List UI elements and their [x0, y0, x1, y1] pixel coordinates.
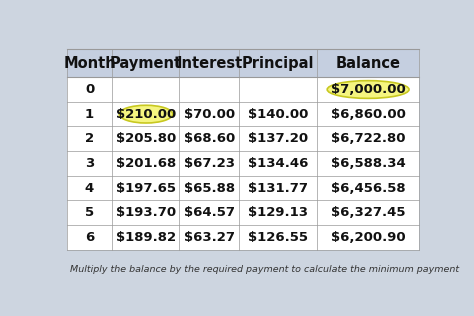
- Text: $6,588.34: $6,588.34: [331, 157, 405, 170]
- Text: $205.80: $205.80: [116, 132, 176, 145]
- Text: $140.00: $140.00: [248, 108, 309, 121]
- Text: Balance: Balance: [336, 56, 401, 70]
- Bar: [66, 77, 419, 102]
- Text: $6,722.80: $6,722.80: [331, 132, 405, 145]
- Text: $193.70: $193.70: [116, 206, 176, 219]
- Text: 1: 1: [85, 108, 94, 121]
- Ellipse shape: [327, 81, 409, 98]
- Text: 4: 4: [85, 181, 94, 195]
- Text: 0: 0: [85, 83, 94, 96]
- Text: $134.46: $134.46: [248, 157, 309, 170]
- Text: $67.23: $67.23: [184, 157, 235, 170]
- Text: $210.00: $210.00: [116, 108, 176, 121]
- Text: Month: Month: [63, 56, 116, 70]
- Text: $137.20: $137.20: [248, 132, 308, 145]
- Bar: [66, 176, 419, 200]
- Ellipse shape: [119, 105, 173, 123]
- Text: $6,200.90: $6,200.90: [331, 231, 405, 244]
- Bar: [66, 102, 419, 126]
- Text: $197.65: $197.65: [116, 181, 176, 195]
- Bar: [66, 49, 419, 77]
- Text: $64.57: $64.57: [184, 206, 235, 219]
- Text: $7,000.00: $7,000.00: [331, 83, 405, 96]
- Text: $6,327.45: $6,327.45: [331, 206, 405, 219]
- Text: Multiply the balance by the required payment to calculate the minimum payment: Multiply the balance by the required pay…: [70, 264, 459, 274]
- Text: 2: 2: [85, 132, 94, 145]
- Text: $68.60: $68.60: [184, 132, 235, 145]
- Text: $131.77: $131.77: [248, 181, 308, 195]
- Text: $129.13: $129.13: [248, 206, 308, 219]
- Text: 3: 3: [85, 157, 94, 170]
- Text: 5: 5: [85, 206, 94, 219]
- Text: $63.27: $63.27: [184, 231, 235, 244]
- Text: 6: 6: [85, 231, 94, 244]
- Bar: [66, 151, 419, 176]
- Text: $6,860.00: $6,860.00: [331, 108, 406, 121]
- Bar: [66, 225, 419, 250]
- Text: Payment: Payment: [110, 56, 182, 70]
- Text: $65.88: $65.88: [184, 181, 235, 195]
- Text: $201.68: $201.68: [116, 157, 176, 170]
- Text: Principal: Principal: [242, 56, 314, 70]
- Text: $189.82: $189.82: [116, 231, 176, 244]
- Text: $126.55: $126.55: [248, 231, 308, 244]
- Text: $70.00: $70.00: [184, 108, 235, 121]
- Bar: [66, 200, 419, 225]
- Text: $6,456.58: $6,456.58: [331, 181, 405, 195]
- Bar: [66, 126, 419, 151]
- Text: Interest: Interest: [176, 56, 243, 70]
